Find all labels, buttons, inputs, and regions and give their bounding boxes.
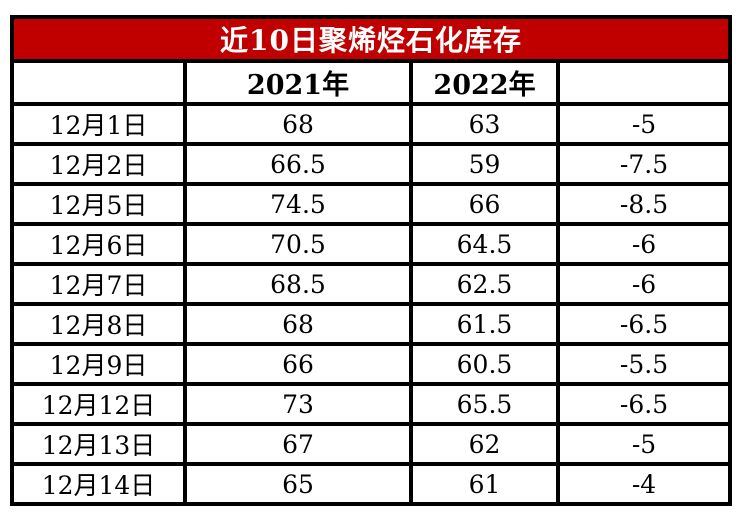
table-row: 12月14日 65 61 -4	[10, 462, 733, 506]
inventory-table: 近10日聚烯烃石化库存 2021年 2022年 12月1日 68 63 -5 12月2日…	[9, 15, 733, 506]
table-row: 12月1日 68 63 -5	[10, 102, 733, 146]
table-row: 12月6日 70.5 64.5 -6	[10, 222, 733, 266]
diff-cell: -5	[555, 102, 733, 146]
diff-cell: -4	[555, 462, 733, 506]
table-row: 12月12日 73 65.5 -6.5	[10, 382, 733, 426]
date-cell: 12月2日	[10, 142, 187, 186]
date-cell: 12月14日	[10, 462, 187, 506]
value-2021-cell: 73	[183, 382, 413, 426]
diff-cell: -5.5	[555, 342, 733, 386]
value-2022-cell: 64.5	[409, 222, 560, 266]
table-row: 12月7日 68.5 62.5 -6	[10, 262, 733, 306]
value-2021-cell: 65	[183, 462, 413, 506]
diff-cell: -6	[555, 262, 733, 306]
table-header-row: 2021年 2022年	[10, 59, 733, 106]
diff-cell: -6.5	[555, 302, 733, 346]
value-2022-cell: 65.5	[409, 382, 560, 426]
inventory-table-container: 近10日聚烯烃石化库存 2021年 2022年 12月1日 68 63 -5 12月2日…	[9, 15, 733, 506]
table-row: 12月2日 66.5 59 -7.5	[10, 142, 733, 186]
date-cell: 12月5日	[10, 182, 187, 226]
table-row: 12月8日 68 61.5 -6.5	[10, 302, 733, 346]
table-body: 近10日聚烯烃石化库存 2021年 2022年 12月1日 68 63 -5 12月2日…	[9, 15, 733, 506]
header-cell-diff	[555, 59, 733, 106]
value-2021-cell: 70.5	[183, 222, 413, 266]
value-2022-cell: 62	[409, 422, 560, 466]
table-row: 12月5日 74.5 66 -8.5	[10, 182, 733, 226]
diff-cell: -6	[555, 222, 733, 266]
date-cell: 12月6日	[10, 222, 187, 266]
table-row: 12月9日 66 60.5 -5.5	[10, 342, 733, 386]
value-2021-cell: 68	[183, 102, 413, 146]
date-cell: 12月8日	[10, 302, 187, 346]
table-row: 12月13日 67 62 -5	[10, 422, 733, 466]
diff-cell: -8.5	[555, 182, 733, 226]
table-title-row: 近10日聚烯烃石化库存	[9, 15, 733, 63]
date-cell: 12月13日	[10, 422, 187, 466]
value-2021-cell: 74.5	[183, 182, 413, 226]
value-2021-cell: 67	[183, 422, 413, 466]
value-2022-cell: 62.5	[409, 262, 560, 306]
header-cell-date	[10, 59, 187, 106]
date-cell: 12月9日	[10, 342, 187, 386]
date-cell: 12月12日	[10, 382, 187, 426]
value-2021-cell: 66.5	[183, 142, 413, 186]
header-cell-2021: 2021年	[183, 59, 413, 106]
date-cell: 12月1日	[10, 102, 187, 146]
value-2021-cell: 66	[183, 342, 413, 386]
diff-cell: -6.5	[555, 382, 733, 426]
value-2021-cell: 68.5	[183, 262, 413, 306]
value-2022-cell: 61.5	[409, 302, 560, 346]
diff-cell: -7.5	[555, 142, 733, 186]
value-2022-cell: 63	[409, 102, 560, 146]
date-cell: 12月7日	[10, 262, 187, 306]
value-2021-cell: 68	[183, 302, 413, 346]
value-2022-cell: 60.5	[409, 342, 560, 386]
table-title: 近10日聚烯烃石化库存	[9, 15, 733, 63]
header-cell-2022: 2022年	[409, 59, 560, 106]
value-2022-cell: 59	[409, 142, 560, 186]
value-2022-cell: 66	[409, 182, 560, 226]
diff-cell: -5	[555, 422, 733, 466]
value-2022-cell: 61	[409, 462, 560, 506]
